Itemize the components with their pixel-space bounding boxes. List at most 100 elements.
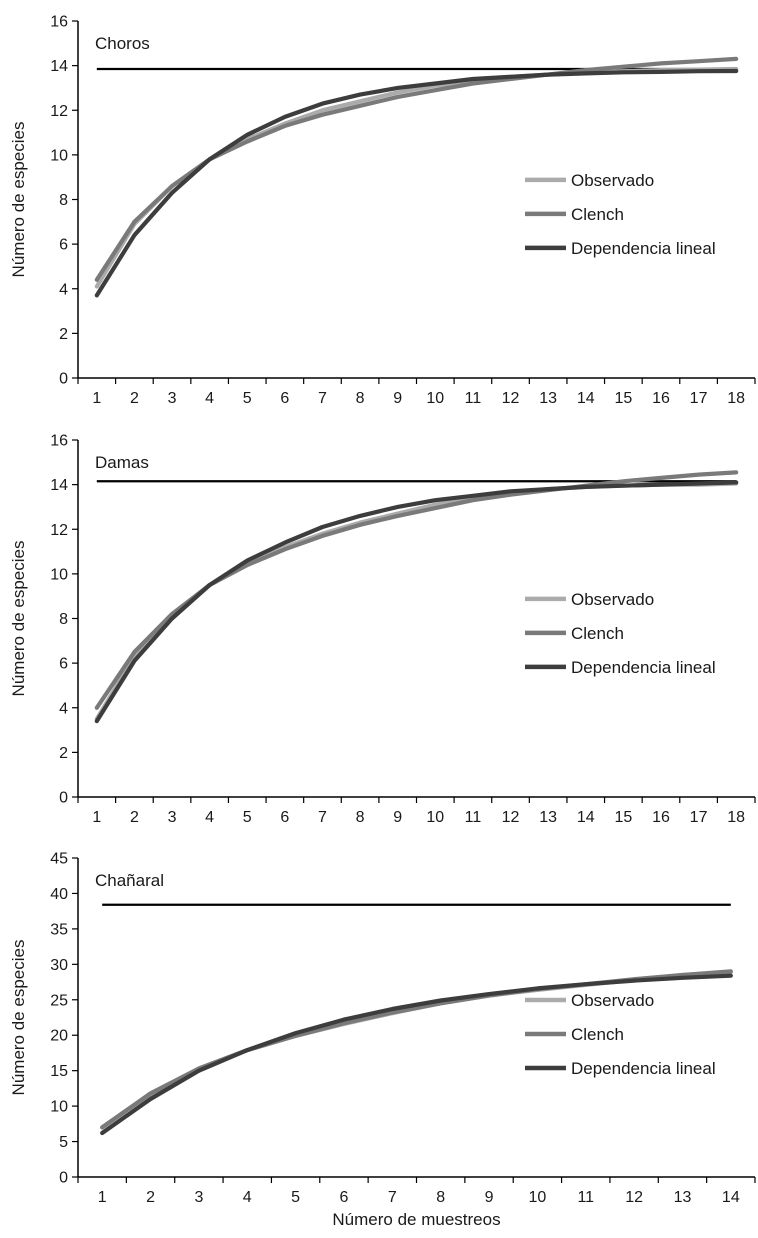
data-point-clench	[246, 140, 249, 143]
y-tick-label: 15	[50, 1063, 68, 1080]
data-point-clench	[149, 1092, 152, 1095]
x-tick-label: 17	[690, 390, 708, 407]
data-point-dependencia-lineal	[208, 583, 211, 586]
x-tick-label: 9	[393, 390, 402, 407]
y-tick-label: 35	[50, 921, 68, 938]
legend-label-clench: Clench	[571, 624, 624, 643]
x-tick-label: 13	[674, 1189, 692, 1206]
x-tick-label: 12	[502, 390, 520, 407]
data-point-dependencia-lineal	[735, 481, 738, 484]
data-point-dependencia-lineal	[358, 93, 361, 96]
data-point-clench	[133, 220, 136, 223]
panel-title: Damas	[95, 453, 149, 472]
data-point-clench	[321, 534, 324, 537]
y-tick-label: 2	[59, 745, 68, 762]
data-point-dependencia-lineal	[208, 158, 211, 161]
x-tick-label: 2	[146, 1189, 155, 1206]
data-point-dependencia-lineal	[133, 659, 136, 662]
y-tick-label: 12	[50, 522, 68, 539]
data-point-dependencia-lineal	[95, 294, 98, 297]
data-point-dependencia-lineal	[633, 979, 636, 982]
x-tick-label: 11	[465, 390, 482, 407]
y-tick-label: 10	[50, 566, 68, 583]
x-tick-label: 2	[130, 390, 139, 407]
data-point-clench	[735, 57, 738, 60]
data-point-dependencia-lineal	[321, 525, 324, 528]
data-point-dependencia-lineal	[246, 133, 249, 136]
y-tick-label: 0	[59, 1170, 68, 1187]
y-tick-label: 14	[50, 477, 68, 494]
y-tick-label: 6	[59, 237, 68, 254]
x-tick-label: 13	[539, 809, 557, 826]
data-point-dependencia-lineal	[439, 999, 442, 1002]
x-tick-label: 1	[92, 390, 101, 407]
y-tick-label: 20	[50, 1028, 68, 1045]
panel-title: Choros	[95, 34, 150, 53]
data-point-clench	[434, 89, 437, 92]
y-tick-label: 8	[59, 192, 68, 209]
data-point-dependencia-lineal	[681, 976, 684, 979]
y-tick-label: 14	[50, 58, 68, 75]
x-tick-label: 17	[690, 809, 708, 826]
data-point-clench	[283, 124, 286, 127]
data-point-dependencia-lineal	[729, 974, 732, 977]
data-point-dependencia-lineal	[197, 1069, 200, 1072]
data-point-clench	[133, 650, 136, 653]
y-tick-label: 8	[59, 611, 68, 628]
data-point-dependencia-lineal	[509, 75, 512, 78]
x-tick-label: 9	[393, 809, 402, 826]
y-tick-label: 2	[59, 326, 68, 343]
data-point-dependencia-lineal	[622, 71, 625, 74]
x-tick-label: 14	[722, 1189, 740, 1206]
y-tick-label: 4	[59, 700, 68, 717]
data-point-dependencia-lineal	[584, 485, 587, 488]
x-tick-label: 12	[502, 809, 520, 826]
data-point-dependencia-lineal	[471, 77, 474, 80]
data-point-clench	[101, 1126, 104, 1129]
legend-label-clench: Clench	[571, 205, 624, 224]
x-tick-label: 15	[614, 809, 632, 826]
data-point-dependencia-lineal	[133, 234, 136, 237]
x-tick-label: 14	[577, 390, 595, 407]
data-point-clench	[622, 65, 625, 68]
data-point-clench	[283, 548, 286, 551]
data-point-clench	[358, 104, 361, 107]
data-point-dependencia-lineal	[536, 987, 539, 990]
data-point-dependencia-lineal	[170, 191, 173, 194]
data-point-dependencia-lineal	[509, 490, 512, 493]
x-tick-label: 4	[205, 809, 214, 826]
data-point-dependencia-lineal	[294, 1031, 297, 1034]
x-tick-label: 10	[426, 390, 444, 407]
data-point-dependencia-lineal	[321, 102, 324, 105]
x-tick-label: 2	[130, 809, 139, 826]
y-tick-label: 5	[59, 1134, 68, 1151]
data-point-dependencia-lineal	[584, 983, 587, 986]
data-point-dependencia-lineal	[622, 484, 625, 487]
x-tick-label: 15	[614, 390, 632, 407]
x-tick-label: 14	[577, 809, 595, 826]
data-point-clench	[735, 471, 738, 474]
data-point-dependencia-lineal	[246, 559, 249, 562]
data-point-clench	[471, 82, 474, 85]
y-tick-label: 12	[50, 103, 68, 120]
data-point-dependencia-lineal	[434, 499, 437, 502]
x-tick-label: 6	[340, 1189, 349, 1206]
x-tick-label: 11	[465, 809, 482, 826]
y-axis-title: Número de especies	[9, 940, 28, 1096]
x-tick-label: 16	[652, 809, 670, 826]
data-point-dependencia-lineal	[283, 541, 286, 544]
legend-label-dependencia-lineal: Dependencia lineal	[571, 239, 716, 258]
y-tick-label: 30	[50, 957, 68, 974]
x-tick-label: 7	[318, 390, 327, 407]
data-point-observado	[95, 285, 98, 288]
data-point-clench	[471, 499, 474, 502]
data-point-dependencia-lineal	[735, 69, 738, 72]
x-tick-label: 6	[280, 809, 289, 826]
data-point-clench	[95, 706, 98, 709]
y-tick-label: 10	[50, 147, 68, 164]
data-point-clench	[391, 1011, 394, 1014]
y-axis-title: Número de especies	[9, 541, 28, 697]
data-point-dependencia-lineal	[246, 1049, 249, 1052]
x-tick-label: 1	[98, 1189, 107, 1206]
